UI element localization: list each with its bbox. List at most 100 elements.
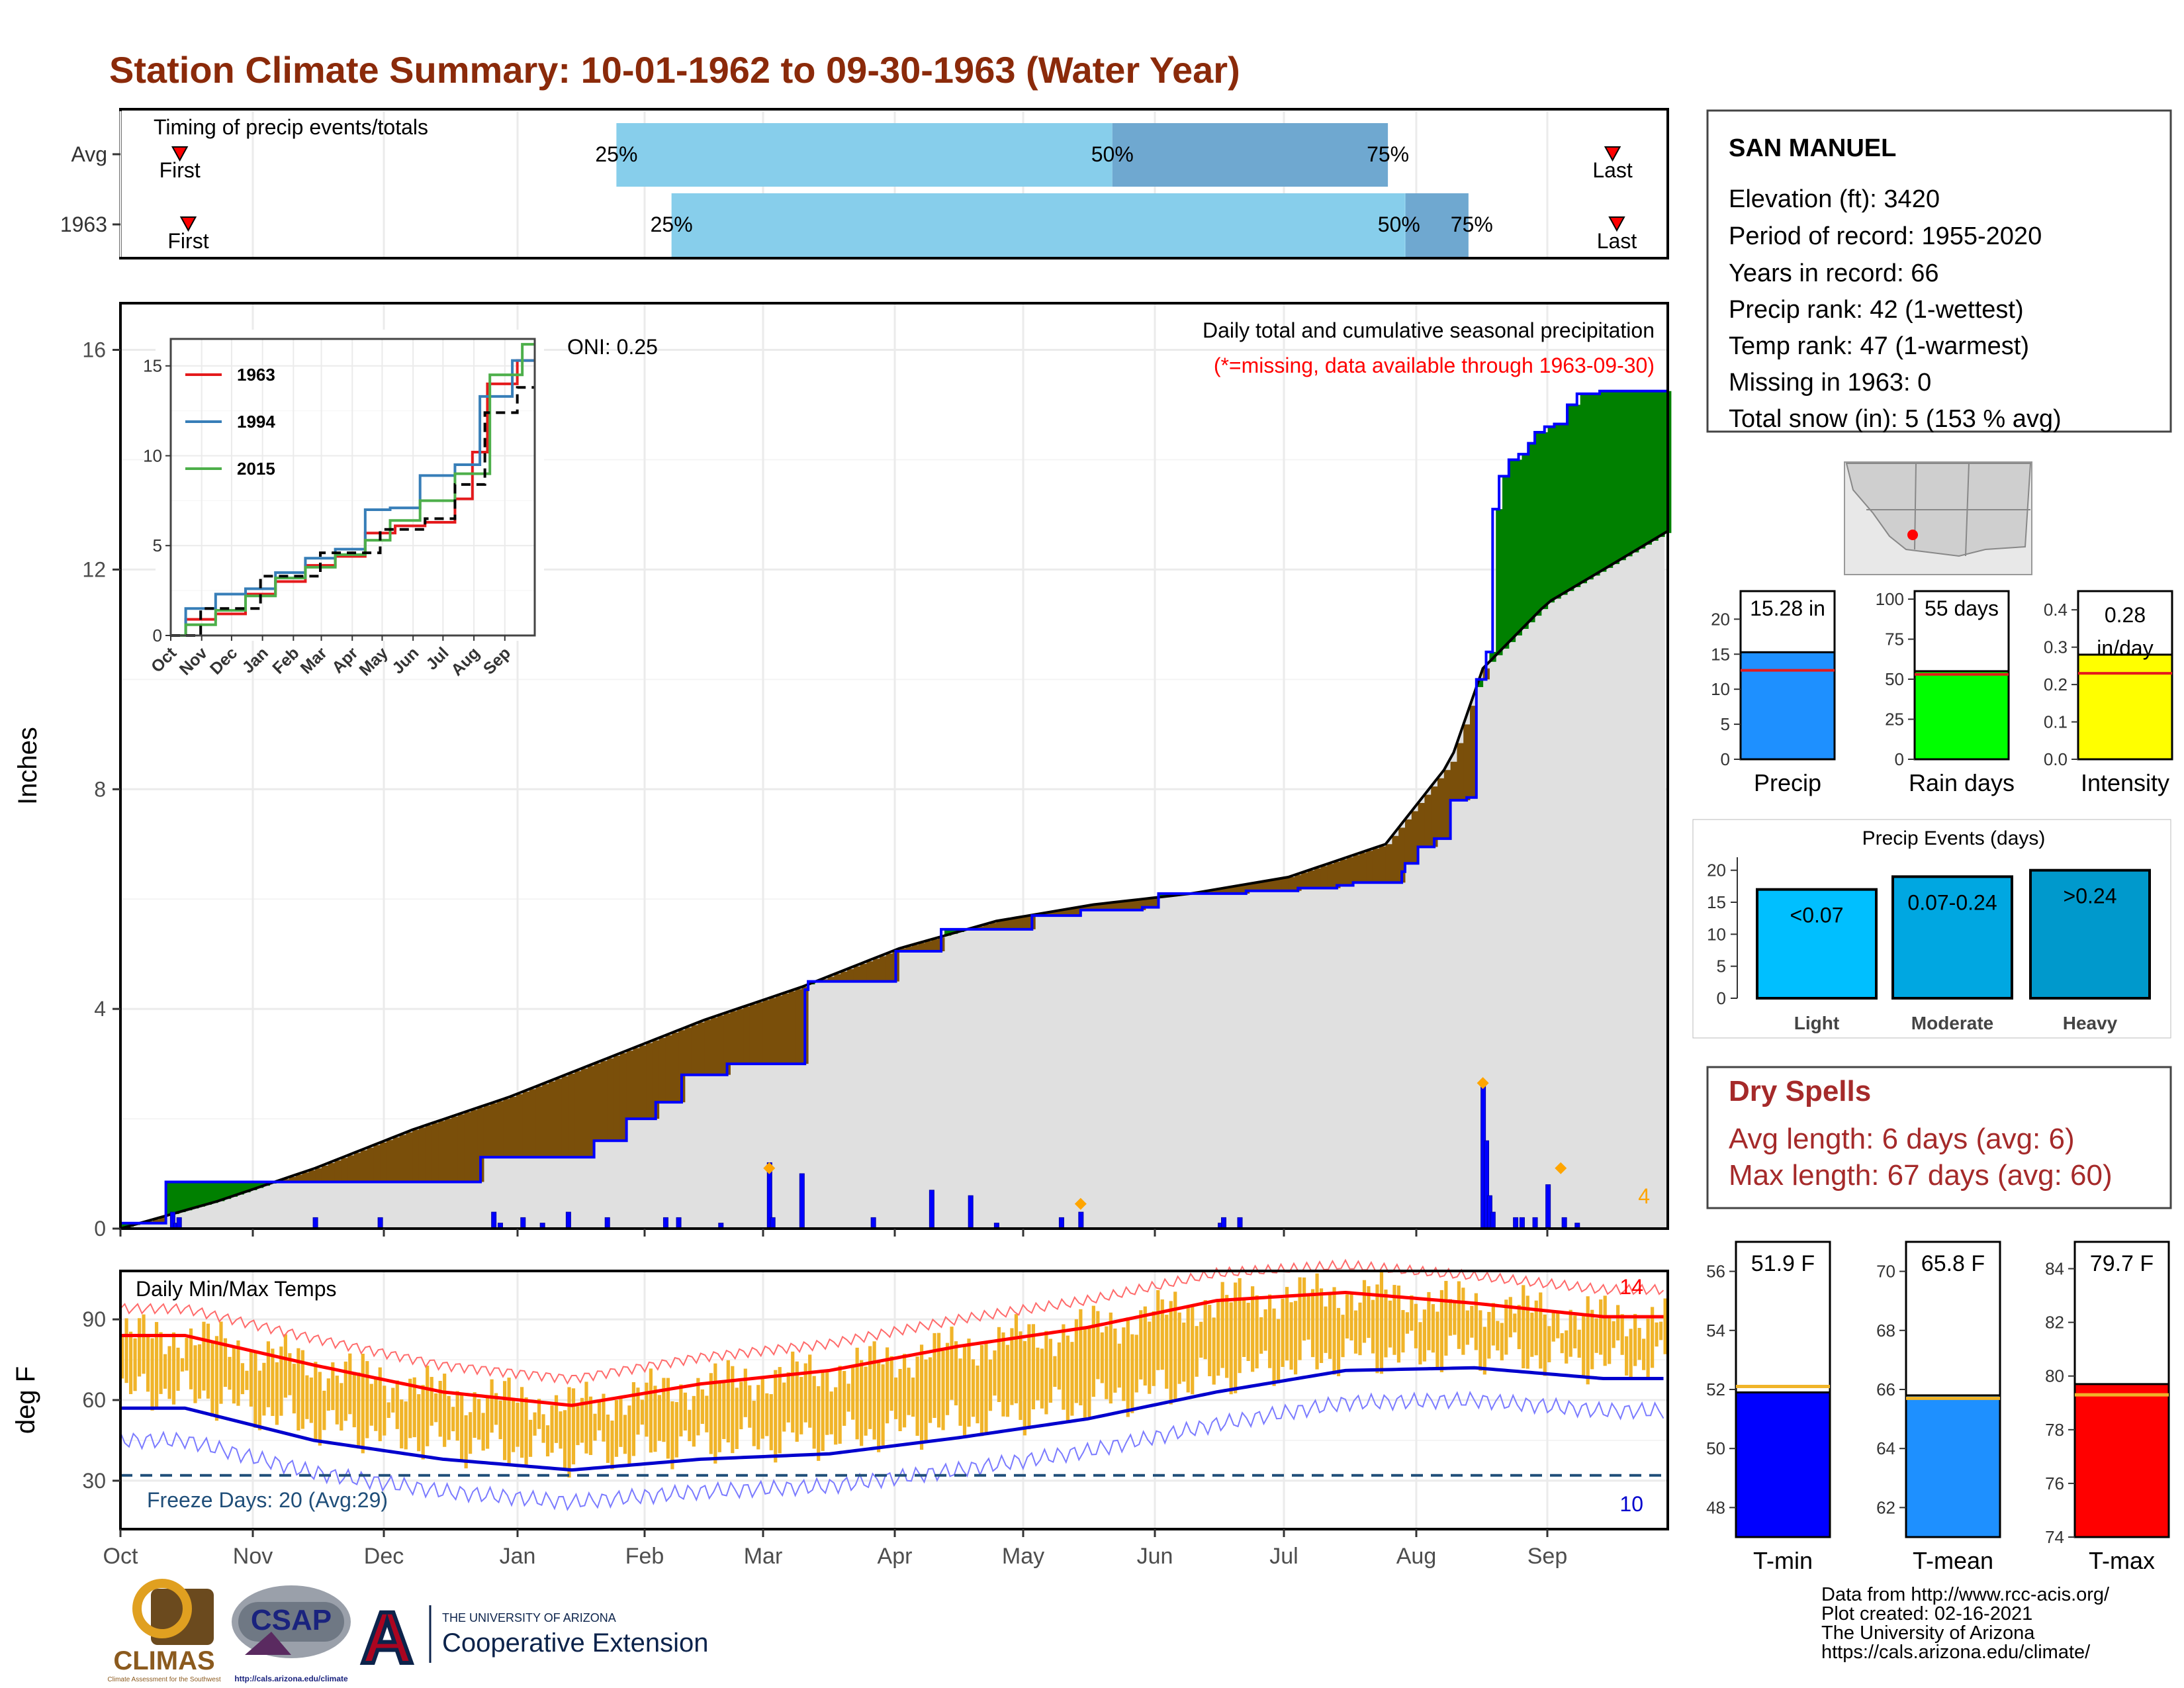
temp-bar-category-label: T-max	[2089, 1547, 2155, 1574]
temp-range-bar	[1431, 1304, 1435, 1353]
departure-slice	[626, 1051, 633, 1119]
temp-range-bar	[971, 1359, 976, 1417]
temp-bar-tick-label: 80	[2045, 1366, 2064, 1386]
temp-range-bar	[1418, 1322, 1422, 1365]
temp-range-bar	[163, 1354, 167, 1389]
departure-slice	[1632, 391, 1639, 553]
credit-line: Data from http://www.rcc-acis.org/	[1821, 1584, 2110, 1605]
temp-bar-tick-label: 84	[2045, 1259, 2064, 1279]
daily-precip-bar	[1513, 1217, 1519, 1229]
temp-bar-tick-label: 54	[1706, 1321, 1725, 1340]
departure-slice	[911, 945, 919, 952]
departure-slice	[1061, 910, 1068, 916]
temp-range-bar	[984, 1342, 988, 1432]
station-location-marker	[1907, 530, 1918, 540]
station-info: SAN MANUEL Elevation (ft): 3420 Period o…	[1706, 109, 2172, 433]
temp-bar-tick-label: 56	[1706, 1262, 1725, 1282]
mini-bar-tick-label: 25	[1885, 710, 1904, 729]
temp-range-bar	[1160, 1299, 1164, 1370]
temp-range-bar	[464, 1415, 468, 1469]
temp-range-bar	[1556, 1311, 1560, 1338]
temp-range-bar	[752, 1401, 756, 1446]
temp-range-bar	[1491, 1303, 1495, 1346]
temp-range-bar	[374, 1379, 378, 1431]
temp-range-bar	[881, 1364, 885, 1446]
temp-range-bar	[1405, 1312, 1410, 1334]
temp-range-bar	[606, 1414, 610, 1463]
temp-range-bar	[210, 1342, 214, 1417]
departure-slice	[633, 1048, 640, 1119]
timing-avg-last-label: Last	[1592, 158, 1633, 182]
temp-range-bar	[933, 1333, 936, 1419]
timing-bar-tail	[1405, 193, 1469, 257]
temps-panel: 30 60 90 Oct Nov Dec Jan Feb Mar Apr May Jun Jul Aug…	[11, 1258, 1669, 1569]
departure-slice	[944, 929, 952, 936]
temp-range-bar	[1569, 1309, 1572, 1357]
daily-precip-bar	[491, 1211, 497, 1229]
departure-slice	[1450, 761, 1457, 800]
temp-range-bar	[872, 1341, 876, 1440]
temp-range-bar	[576, 1406, 580, 1446]
temp-range-bar	[1212, 1317, 1216, 1385]
temp-range-bar	[945, 1342, 950, 1415]
departure-slice	[1262, 881, 1269, 891]
temp-range-bar	[283, 1334, 287, 1398]
temps-label: Daily Min/Max Temps	[136, 1277, 336, 1301]
departure-slice	[1437, 778, 1445, 839]
temp-range-bar	[1053, 1356, 1057, 1387]
temp-range-bar	[1091, 1305, 1095, 1397]
departure-slice	[360, 1150, 368, 1182]
temp-bar-tick-label: 78	[2045, 1420, 2064, 1440]
departure-slice	[432, 1123, 439, 1182]
departure-slice	[782, 993, 790, 1064]
temp-range-bar	[997, 1327, 1001, 1402]
temp-range-bar	[537, 1399, 541, 1429]
temp-range-bar	[919, 1344, 924, 1450]
temp-range-bar	[528, 1419, 533, 1457]
departure-slice	[1210, 890, 1218, 894]
departure-slice	[827, 976, 835, 982]
departure-slice	[1281, 878, 1289, 891]
record-precip-marker	[1477, 1077, 1489, 1090]
departure-slice	[698, 1022, 705, 1075]
temp-range-bar	[1298, 1277, 1302, 1360]
daily-precip-bar	[1519, 1217, 1525, 1229]
departure-slice	[256, 1182, 264, 1188]
temp-range-bar	[503, 1381, 507, 1460]
temp-range-bar	[133, 1338, 137, 1391]
temp-range-bar	[1242, 1300, 1246, 1358]
temp-range-bar	[1010, 1328, 1014, 1405]
ua-block-a: A	[361, 1597, 413, 1679]
temp-range-bar	[1023, 1340, 1027, 1436]
temp-range-bar	[305, 1375, 309, 1419]
avg-cumulative-line	[120, 530, 1669, 1230]
temp-range-bar	[1414, 1303, 1418, 1348]
departure-slice	[1593, 393, 1600, 576]
departure-slice	[1119, 902, 1126, 910]
temp-range-bar	[1302, 1277, 1306, 1341]
departure-slice	[451, 1116, 459, 1182]
departure-slice	[1359, 853, 1367, 883]
departure-slice	[704, 1019, 711, 1075]
departure-slice	[490, 1103, 498, 1158]
temp-range-bar	[907, 1368, 911, 1415]
departure-slice	[445, 1119, 452, 1182]
departure-slice	[224, 1182, 232, 1199]
month-label: Feb	[625, 1544, 664, 1569]
temp-range-bar	[886, 1347, 889, 1424]
departure-slice	[1443, 770, 1451, 839]
temp-range-bar	[717, 1380, 721, 1452]
temp-range-bar	[636, 1387, 640, 1435]
departure-slice	[873, 959, 880, 982]
temp-range-bar	[1143, 1306, 1147, 1386]
inset-line-1994	[171, 359, 535, 637]
departure-slice	[399, 1135, 406, 1182]
departure-slice	[860, 964, 867, 982]
timing-panel: Timing of precip events/totals Avg 1963 …	[60, 108, 1669, 259]
departure-slice	[619, 1053, 627, 1141]
temp-range-bar	[421, 1385, 425, 1460]
temp-range-bar	[1130, 1334, 1134, 1413]
temp-range-bar	[842, 1371, 846, 1426]
temp-range-bar	[1487, 1311, 1491, 1359]
events-bar-label: Heavy	[2063, 1013, 2118, 1033]
